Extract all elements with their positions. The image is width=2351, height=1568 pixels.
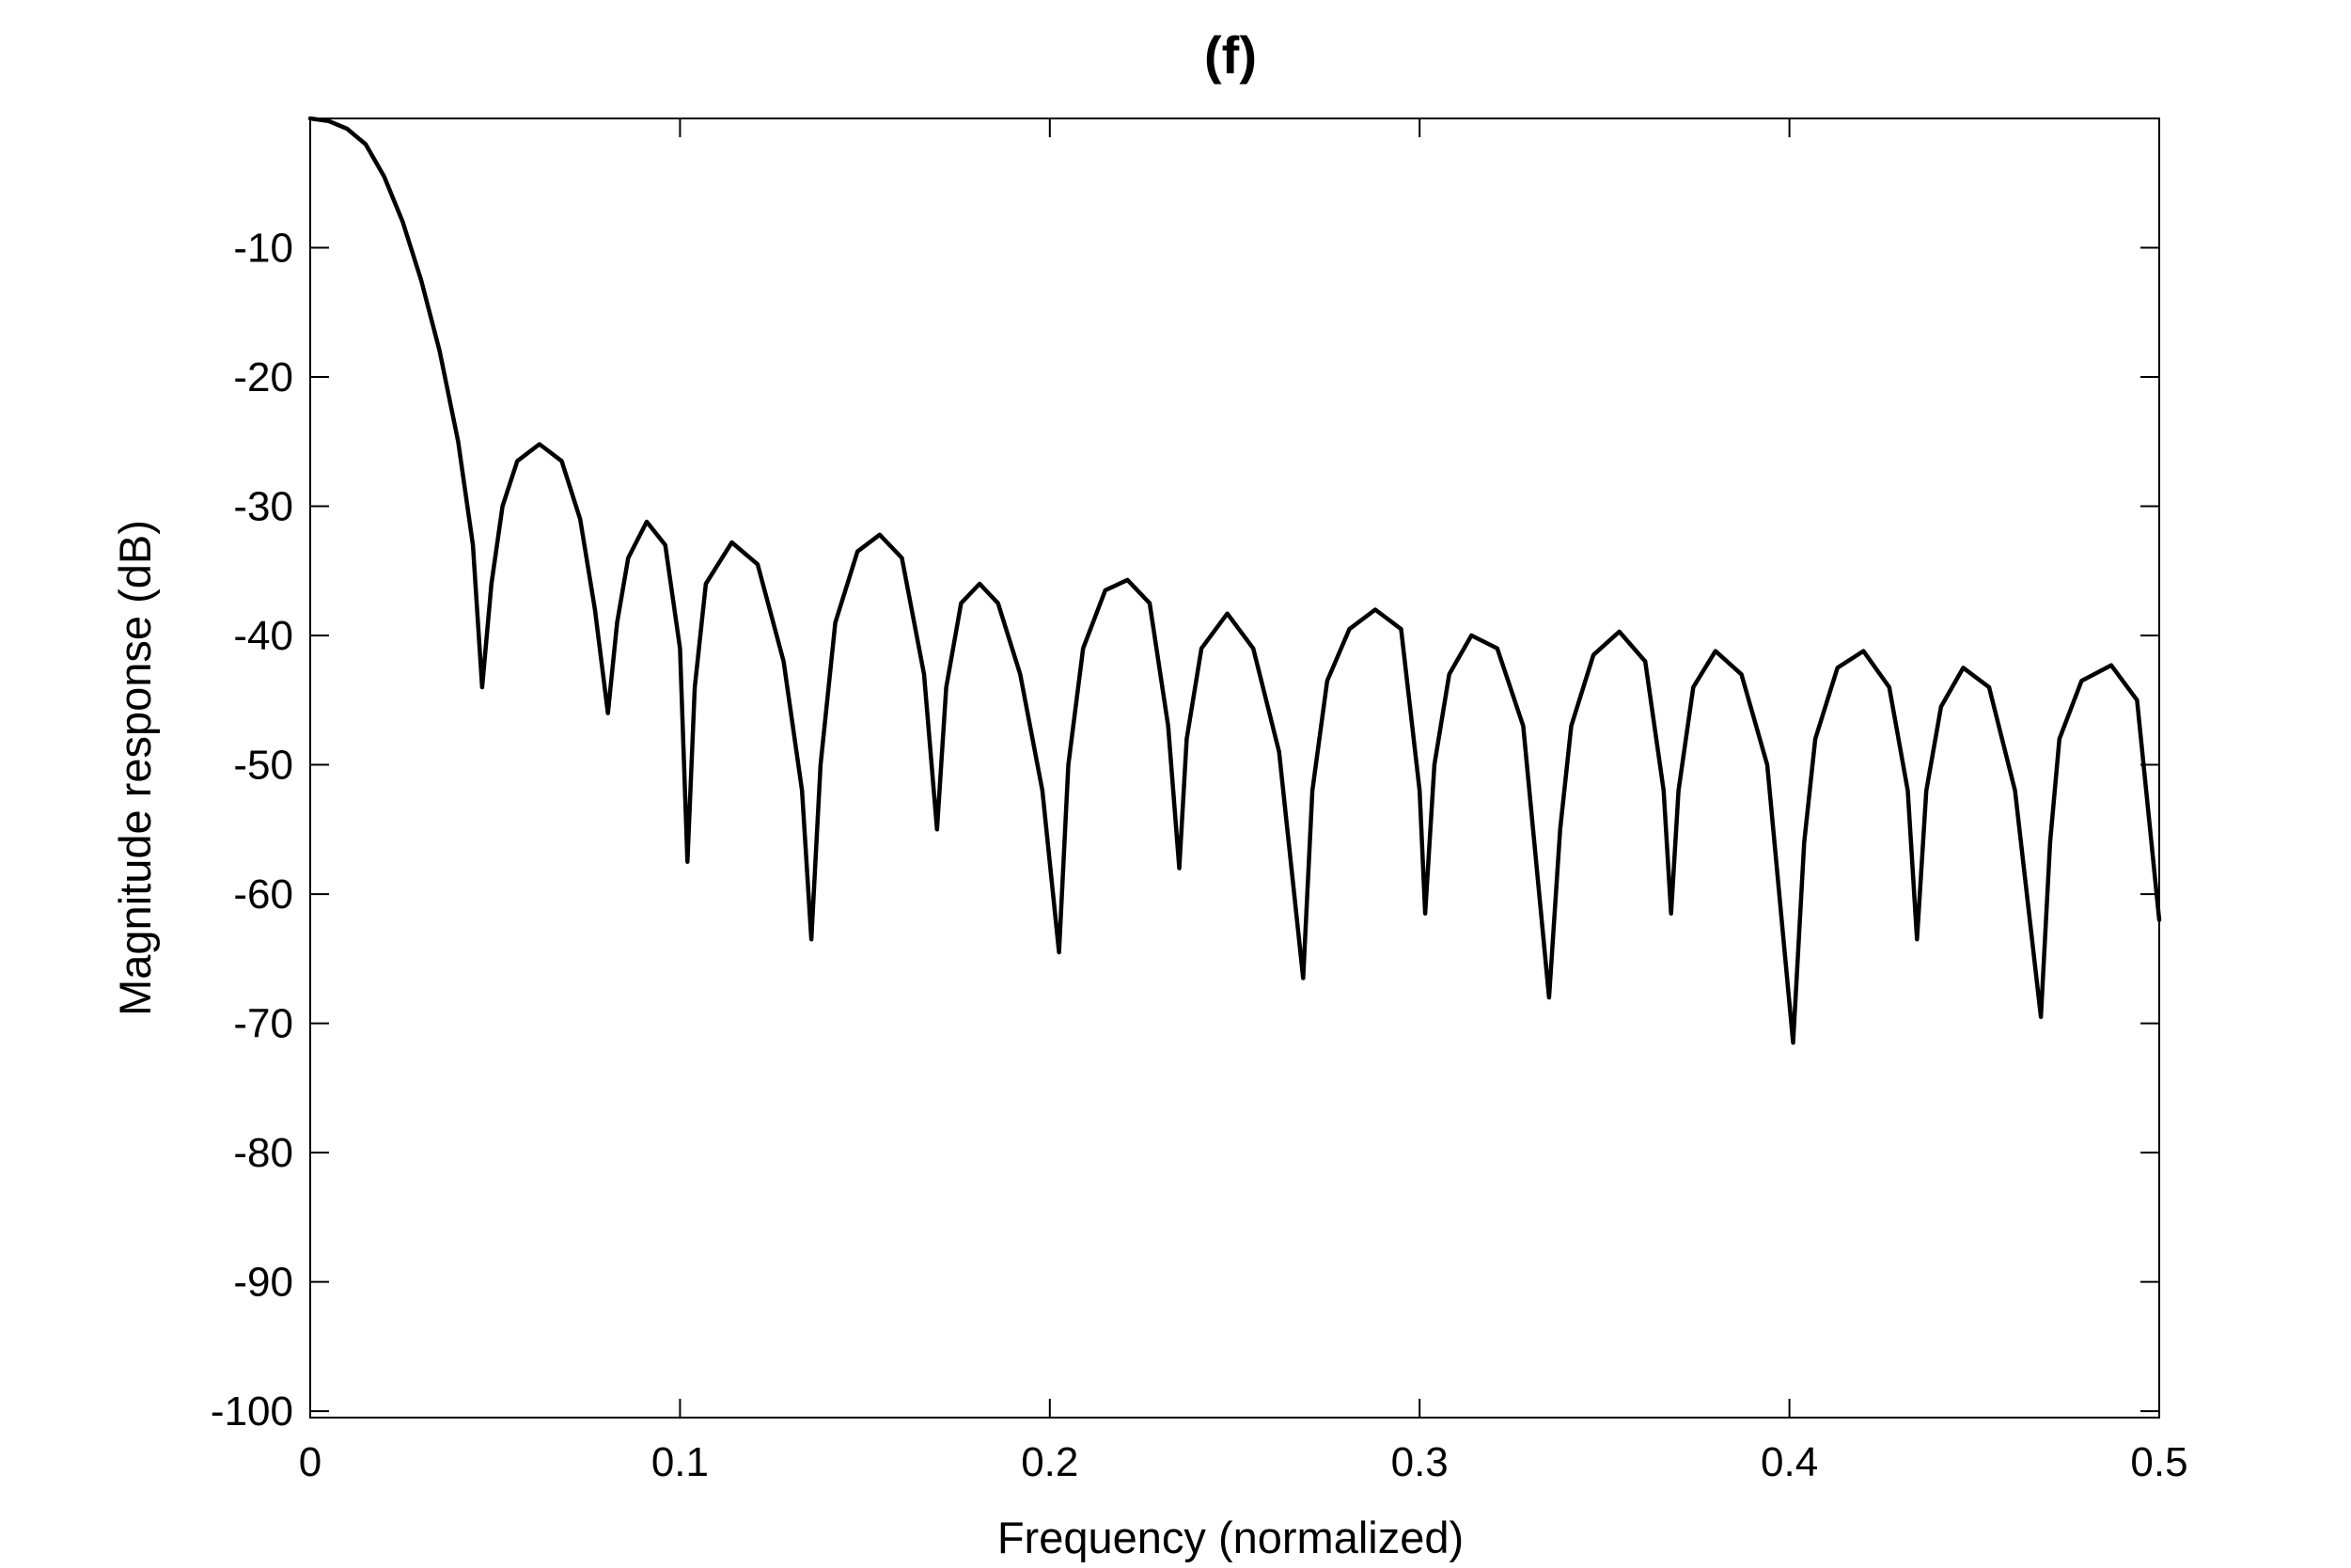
y-tick-label: -30 bbox=[233, 484, 293, 530]
x-tick-label: 0.3 bbox=[1391, 1439, 1449, 1485]
x-tick-label: 0.2 bbox=[1021, 1439, 1078, 1485]
x-tick-label: 0.4 bbox=[1761, 1439, 1818, 1485]
series-line bbox=[307, 116, 2162, 1045]
x-tick-label: 0.5 bbox=[2130, 1439, 2187, 1485]
chart-title: (f) bbox=[1204, 25, 1257, 85]
x-axis-label: Frequency (normalized) bbox=[997, 1513, 1464, 1562]
y-tick-label: -40 bbox=[233, 613, 293, 659]
x-tick-label: 0 bbox=[299, 1439, 321, 1485]
y-tick-label: -100 bbox=[211, 1388, 293, 1435]
y-tick-labels: -10 -20 -30 -40 -50 -60 -70 -80 -90 -100 bbox=[211, 226, 293, 1435]
y-tick-label: -70 bbox=[233, 1001, 293, 1047]
y-tick-label: -80 bbox=[233, 1130, 293, 1176]
axis-ticks bbox=[309, 118, 2160, 1418]
y-tick-label: -90 bbox=[233, 1260, 293, 1306]
y-tick-label: -10 bbox=[233, 226, 293, 272]
x-tick-labels: 0 0.1 0.2 0.3 0.4 0.5 bbox=[299, 1439, 2188, 1485]
y-tick-label: -50 bbox=[233, 743, 293, 789]
x-tick-label: 0.1 bbox=[651, 1439, 709, 1485]
plot-area bbox=[309, 118, 2160, 1419]
y-tick-label: -20 bbox=[233, 354, 293, 400]
y-tick-label: -60 bbox=[233, 871, 293, 917]
y-axis-label: Magnitude response (dB) bbox=[110, 520, 160, 1016]
